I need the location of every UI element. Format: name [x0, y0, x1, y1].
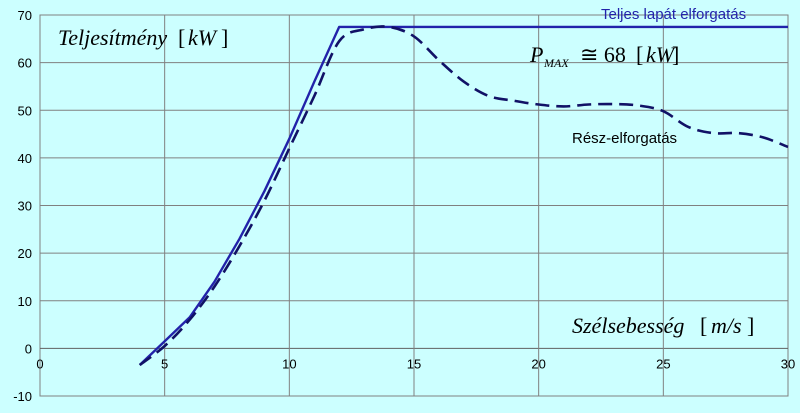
x-axis-label-unit: m/s: [711, 313, 742, 338]
x-tick-label: 5: [161, 356, 168, 371]
y-axis-label-text: Teljesítmény: [58, 25, 167, 50]
y-axis-label-unit: kW: [188, 25, 218, 50]
series-label-partial-pitch: Rész-elforgatás: [572, 130, 677, 147]
pmax-subscript: MAX: [543, 56, 569, 70]
pmax-open-bracket: [: [636, 42, 643, 67]
y-tick-label: 40: [18, 151, 32, 166]
x-tick-label: 0: [36, 356, 43, 371]
y-tick-label: 50: [18, 103, 32, 118]
series-lines: [138, 25, 789, 367]
x-tick-label: 15: [407, 356, 421, 371]
pmax-value: ≅ 68: [580, 42, 626, 67]
x-axis-label: Szélsebesség [ m/s ]: [572, 313, 754, 338]
y-axis-label: Teljesítmény [ kW ]: [58, 25, 228, 50]
grid: [39, 14, 789, 397]
pmax-symbol: P: [529, 42, 543, 67]
y-tick-label: 60: [18, 56, 32, 71]
y-tick-label: 0: [25, 341, 32, 356]
tick-labels: -10 0 10 20 30 40 50 60 70 0 5 10 15 20 25 30: [13, 8, 795, 404]
y-tick-label: -10: [13, 389, 32, 404]
x-axis-label-open-bracket: [: [700, 313, 707, 338]
series-label-full-pitch: Teljes lapát elforgatás: [601, 6, 746, 23]
y-axis-label-open-bracket: [: [178, 25, 185, 50]
y-axis-label-close-bracket: ]: [221, 25, 228, 50]
pmax-annotation: P MAX ≅ 68 [ kW ]: [529, 42, 679, 70]
series-line-partial-pitch: [138, 25, 789, 367]
x-axis-label-text: Szélsebesség: [572, 313, 684, 338]
y-tick-label: 10: [18, 294, 32, 309]
y-tick-label: 70: [18, 8, 32, 23]
series-line-full-pitch: [138, 25, 788, 366]
x-tick-label: 10: [282, 356, 296, 371]
pmax-unit: kW: [646, 42, 676, 67]
x-tick-label: 30: [781, 356, 795, 371]
x-tick-label: 25: [656, 356, 670, 371]
pmax-close-bracket: ]: [672, 42, 679, 67]
x-tick-label: 20: [531, 356, 545, 371]
y-tick-label: 30: [18, 199, 32, 214]
x-axis-label-close-bracket: ]: [747, 313, 754, 338]
y-tick-label: 20: [18, 246, 32, 261]
